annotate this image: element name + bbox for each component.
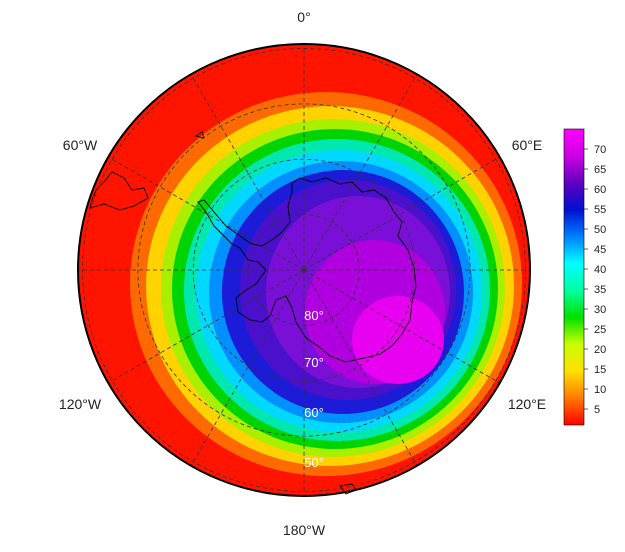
- meridian-line-300: [108, 156, 305, 271]
- lon-label-180w: 180°W: [283, 522, 326, 538]
- colorbar-tick-label: 65: [594, 164, 606, 176]
- colorbar-tick-label: 35: [594, 284, 606, 296]
- colorbar-tick-label: 10: [594, 384, 606, 396]
- colorbar-tick-label: 70: [594, 144, 606, 156]
- longitude-labels: 0° 60°E 120°E 180°W 120°W 60°W: [59, 9, 546, 538]
- colorbar-tick-label: 15: [594, 364, 606, 376]
- antarctica-coastline: [197, 177, 417, 363]
- map-boundary: [77, 43, 531, 497]
- latitude-circle-60: [137, 103, 471, 437]
- colorbar-ramp: [563, 128, 585, 426]
- lat-label-60: 60°: [304, 405, 324, 420]
- lat-label-70: 70°: [304, 355, 324, 370]
- lat-label-50: 50°: [304, 455, 324, 470]
- latitude-circle-50: [82, 48, 526, 492]
- latitude-circle-80: [248, 214, 360, 326]
- field-core-magenta: [352, 296, 444, 384]
- meridian-line-30: [303, 74, 418, 271]
- colorbar-tick-label: 45: [594, 244, 606, 256]
- meridian-line-240: [108, 269, 305, 384]
- island-outline: [194, 131, 205, 139]
- latitude-circle-70: [192, 158, 416, 382]
- colorbar-tick-label: 50: [594, 224, 606, 236]
- colorbar-tick-label: 30: [594, 304, 606, 316]
- lon-label-60e: 60°E: [512, 137, 543, 153]
- meridian-line-330: [190, 74, 305, 271]
- latitude-labels: 80° 70° 60° 50°: [304, 308, 324, 470]
- lon-label-0: 0°: [297, 9, 310, 25]
- colorbar-tick-label: 5: [594, 404, 600, 416]
- lon-label-120e: 120°E: [508, 396, 546, 412]
- colorbar-tick-label: 60: [594, 184, 606, 196]
- colorbar-tick-label: 20: [594, 344, 606, 356]
- graticule: [78, 44, 530, 496]
- meridian-line-150: [303, 269, 418, 466]
- meridian-line-210: [190, 269, 305, 466]
- meridian-line-120: [303, 269, 500, 384]
- colorbar: 5 10 15 20 25 30 35 40 45 50 55 60 65 70: [563, 128, 606, 426]
- colorbar-tick-label: 25: [594, 324, 606, 336]
- colorbar-tick-label: 40: [594, 264, 606, 276]
- lon-label-120w: 120°W: [59, 396, 102, 412]
- lon-label-60w: 60°W: [63, 137, 98, 153]
- colorbar-tick-label: 55: [594, 204, 606, 216]
- meridian-line-60: [303, 156, 500, 271]
- colorbar-ticks: 5 10 15 20 25 30 35 40 45 50 55 60 65 70: [584, 144, 606, 416]
- lat-label-80: 80°: [304, 308, 324, 323]
- south-america-coastline: [89, 171, 149, 211]
